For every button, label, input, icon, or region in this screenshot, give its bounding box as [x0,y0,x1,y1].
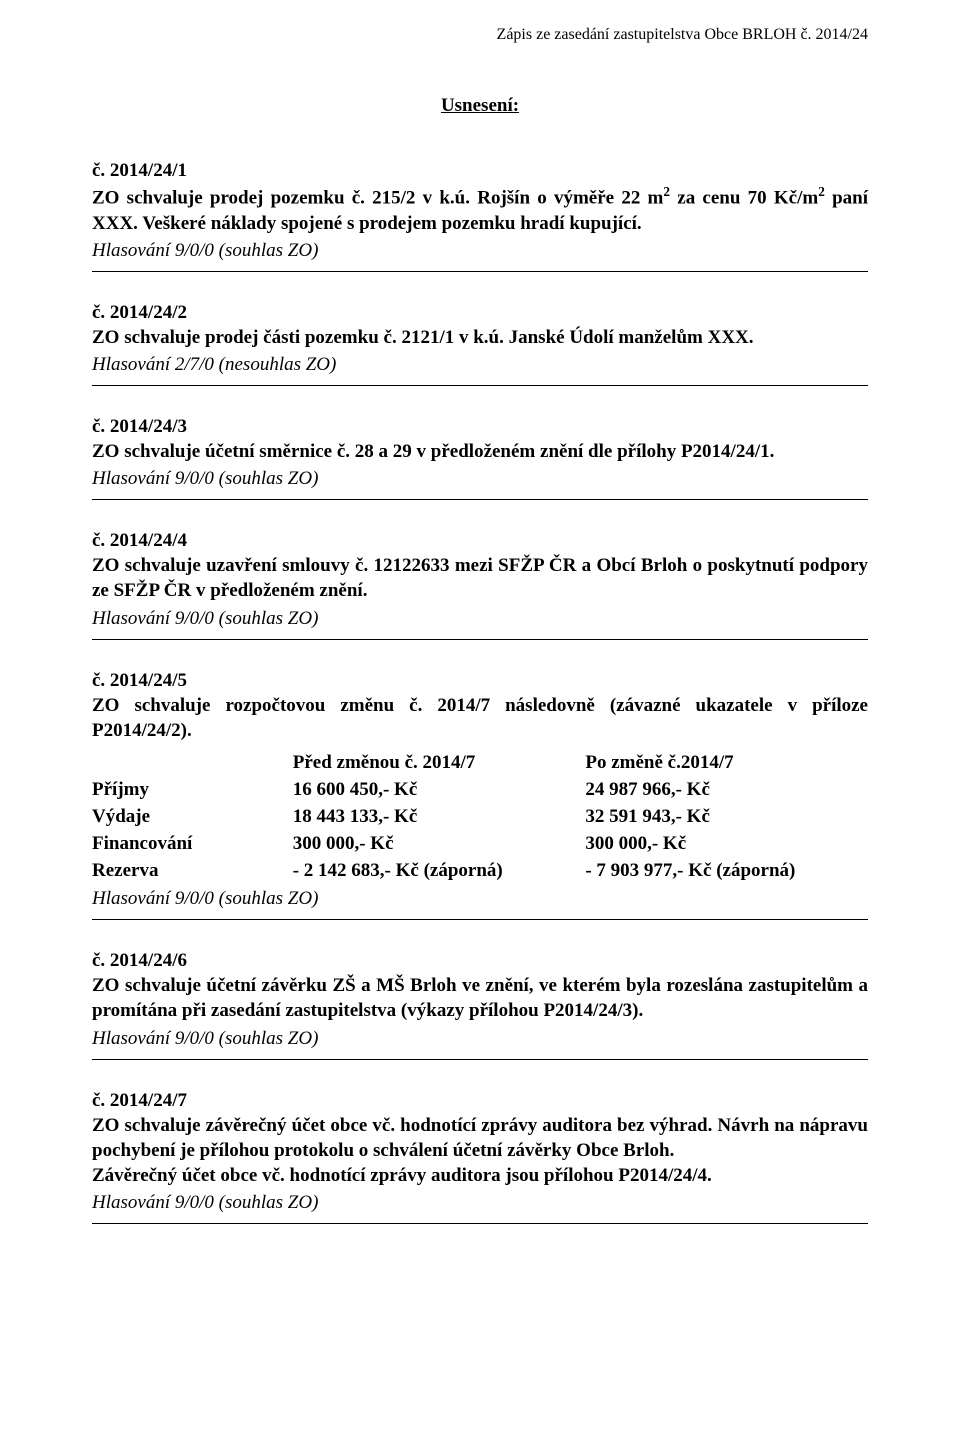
resolution-1: č. 2014/24/1 ZO schvaluje prodej pozemku… [92,158,868,263]
resolution-extra: Závěrečný účet obce vč. hodnotící zprávy… [92,1163,868,1188]
table-row: Příjmy 16 600 450,- Kč 24 987 966,- Kč [92,776,868,803]
resolution-6: č. 2014/24/6 ZO schvaluje účetní závěrku… [92,948,868,1050]
resolution-body: ZO schvaluje uzavření smlouvy č. 1212263… [92,553,868,603]
table-header-cell [92,749,263,776]
resolution-number: č. 2014/24/5 [92,668,868,693]
table-row: Výdaje 18 443 133,- Kč 32 591 943,- Kč [92,803,868,830]
resolution-vote: Hlasování 9/0/0 (souhlas ZO) [92,1026,868,1051]
table-cell: 300 000,- Kč [565,830,868,857]
table-cell: 18 443 133,- Kč [263,803,566,830]
resolution-7: č. 2014/24/7 ZO schvaluje závěrečný účet… [92,1088,868,1215]
page-title: Usnesení: [92,93,868,118]
page-header: Zápis ze zasedání zastupitelstva Obce BR… [92,24,868,45]
table-header-cell: Po změně č.2014/7 [565,749,868,776]
resolution-body: ZO schvaluje prodej pozemku č. 215/2 v k… [92,183,868,235]
resolution-number: č. 2014/24/7 [92,1088,868,1113]
text-fragment: ZO schvaluje prodej pozemku č. 215/2 v k… [92,188,663,209]
table-cell: - 7 903 977,- Kč (záporná) [565,857,868,884]
resolution-number: č. 2014/24/3 [92,414,868,439]
table-cell: 32 591 943,- Kč [565,803,868,830]
separator [92,639,868,640]
table-header-row: Před změnou č. 2014/7 Po změně č.2014/7 [92,749,868,776]
resolution-vote: Hlasování 9/0/0 (souhlas ZO) [92,466,868,491]
table-cell: Financování [92,830,263,857]
resolution-2: č. 2014/24/2 ZO schvaluje prodej části p… [92,300,868,377]
table-cell: 300 000,- Kč [263,830,566,857]
resolution-body: ZO schvaluje účetní směrnice č. 28 a 29 … [92,439,868,464]
resolution-body: ZO schvaluje účetní závěrku ZŠ a MŠ Brlo… [92,973,868,1023]
resolution-3: č. 2014/24/3 ZO schvaluje účetní směrnic… [92,414,868,491]
text-fragment: za cenu 70 Kč/m [670,188,818,209]
table-cell: Příjmy [92,776,263,803]
budget-table: Před změnou č. 2014/7 Po změně č.2014/7 … [92,749,868,884]
resolution-number: č. 2014/24/4 [92,528,868,553]
table-row: Rezerva - 2 142 683,- Kč (záporná) - 7 9… [92,857,868,884]
table-cell: - 2 142 683,- Kč (záporná) [263,857,566,884]
resolution-body: ZO schvaluje rozpočtovou změnu č. 2014/7… [92,693,868,743]
separator [92,271,868,272]
separator [92,1223,868,1224]
resolution-body: ZO schvaluje závěrečný účet obce vč. hod… [92,1113,868,1163]
resolution-vote: Hlasování 9/0/0 (souhlas ZO) [92,886,868,911]
separator [92,1059,868,1060]
resolution-vote: Hlasování 9/0/0 (souhlas ZO) [92,1190,868,1215]
resolution-vote: Hlasování 9/0/0 (souhlas ZO) [92,238,868,263]
resolution-vote: Hlasování 2/7/0 (nesouhlas ZO) [92,352,868,377]
separator [92,385,868,386]
superscript: 2 [818,184,825,199]
separator [92,499,868,500]
table-cell: 24 987 966,- Kč [565,776,868,803]
resolution-5: č. 2014/24/5 ZO schvaluje rozpočtovou zm… [92,668,868,912]
table-cell: Rezerva [92,857,263,884]
resolution-number: č. 2014/24/6 [92,948,868,973]
resolution-4: č. 2014/24/4 ZO schvaluje uzavření smlou… [92,528,868,630]
resolution-vote: Hlasování 9/0/0 (souhlas ZO) [92,606,868,631]
table-cell: 16 600 450,- Kč [263,776,566,803]
table-cell: Výdaje [92,803,263,830]
table-row: Financování 300 000,- Kč 300 000,- Kč [92,830,868,857]
resolution-number: č. 2014/24/2 [92,300,868,325]
resolution-number: č. 2014/24/1 [92,158,868,183]
resolution-body: ZO schvaluje prodej části pozemku č. 212… [92,325,868,350]
separator [92,919,868,920]
table-header-cell: Před změnou č. 2014/7 [263,749,566,776]
